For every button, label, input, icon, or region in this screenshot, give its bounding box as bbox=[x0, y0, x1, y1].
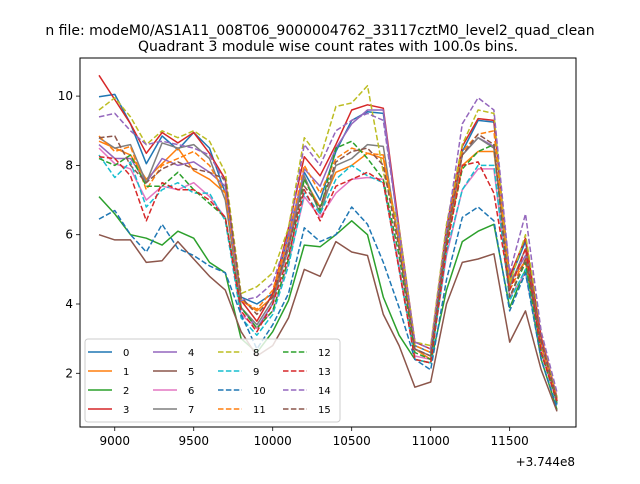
series-line-15 bbox=[98, 133, 558, 400]
series-line-14 bbox=[98, 97, 558, 393]
series-line-3 bbox=[98, 74, 558, 398]
x-tick-label: 11500 bbox=[491, 434, 529, 448]
x-tick-label: 10000 bbox=[254, 434, 292, 448]
series-line-11 bbox=[98, 130, 558, 400]
legend-label-9: 9 bbox=[253, 367, 259, 378]
series-line-2 bbox=[98, 196, 558, 410]
legend-box bbox=[84, 338, 341, 423]
x-tick-label: 11000 bbox=[412, 434, 450, 448]
legend-label-3: 3 bbox=[123, 405, 129, 416]
legend-label-4: 4 bbox=[188, 348, 194, 359]
axes-frame bbox=[79, 57, 577, 428]
legend-label-7: 7 bbox=[188, 405, 194, 416]
series-line-13 bbox=[98, 155, 558, 402]
legend-label-12: 12 bbox=[318, 348, 331, 359]
y-tick-label: 10 bbox=[58, 89, 73, 103]
series-line-9 bbox=[98, 154, 558, 402]
legend-label-14: 14 bbox=[318, 386, 331, 397]
chart-title: Quadrant 3 module wise count rates with … bbox=[138, 39, 518, 55]
legend-label-6: 6 bbox=[188, 386, 194, 397]
x-tick-label: 9500 bbox=[178, 434, 209, 448]
y-tick-label: 2 bbox=[65, 366, 73, 380]
y-tick-label: 4 bbox=[65, 297, 73, 311]
legend-label-2: 2 bbox=[123, 386, 129, 397]
x-axis: 9000 9500 10000 10500 11000 11500 bbox=[99, 427, 529, 448]
legend-label-13: 13 bbox=[318, 367, 331, 378]
legend-label-5: 5 bbox=[188, 367, 194, 378]
series-line-7 bbox=[98, 136, 558, 402]
series-line-10 bbox=[98, 206, 558, 409]
x-tick-label: 10500 bbox=[333, 434, 371, 448]
figure-suptitle: n file: modeM0/AS1A11_008T06_9000004762_… bbox=[45, 23, 594, 39]
legend-label-11: 11 bbox=[253, 405, 266, 416]
y-tick-label: 6 bbox=[65, 228, 73, 242]
legend-label-0: 0 bbox=[123, 348, 129, 359]
legend-label-8: 8 bbox=[253, 348, 259, 359]
x-tick-label: 9000 bbox=[99, 434, 130, 448]
legend-label-1: 1 bbox=[123, 367, 129, 378]
legend-label-15: 15 bbox=[318, 405, 331, 416]
series-layer bbox=[98, 74, 558, 412]
series-line-8 bbox=[98, 84, 558, 398]
y-tick-label: 8 bbox=[65, 158, 73, 172]
y-axis: 2 4 6 8 10 bbox=[58, 89, 80, 380]
series-line-12 bbox=[98, 140, 558, 403]
x-axis-offset-label: +3.744e8 bbox=[516, 455, 575, 469]
legend-label-10: 10 bbox=[253, 386, 266, 397]
